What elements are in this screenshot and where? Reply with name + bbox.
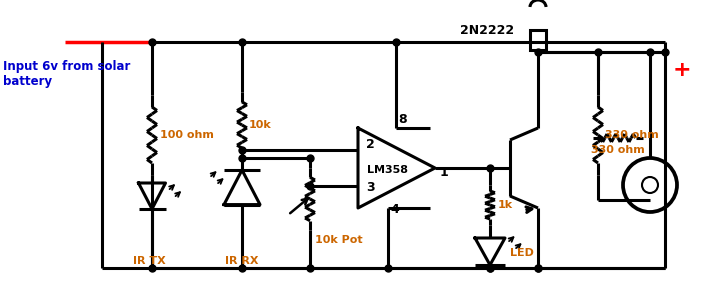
Text: 10k: 10k [249,120,272,130]
Text: LM358: LM358 [368,165,409,175]
Text: Input 6v from solar
battery: Input 6v from solar battery [3,60,131,88]
Polygon shape [224,170,260,205]
Text: 330 ohm: 330 ohm [591,145,645,155]
Bar [530,30,546,50]
Text: 10k Pot: 10k Pot [315,235,363,245]
Text: IR TX: IR TX [133,256,166,266]
Text: +: + [673,60,691,80]
Text: LED: LED [510,248,534,258]
Text: IR RX: IR RX [225,256,259,266]
Polygon shape [138,183,166,209]
Text: 1k: 1k [498,200,513,210]
Text: 100 ohm: 100 ohm [160,130,214,140]
Text: 4: 4 [390,203,399,216]
Polygon shape [475,238,505,265]
Text: 8: 8 [398,113,406,126]
Text: 330 ohm: 330 ohm [605,130,658,140]
Text: 2N2222: 2N2222 [460,24,514,37]
Text: 2: 2 [366,139,375,151]
Polygon shape [358,128,435,208]
Text: 1: 1 [440,166,449,179]
Text: 3: 3 [366,181,375,194]
